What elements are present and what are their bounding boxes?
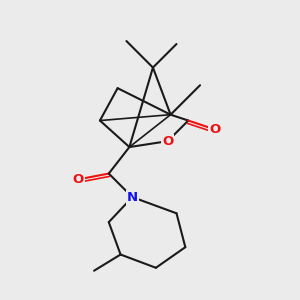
Text: O: O [72,173,83,186]
Text: O: O [209,123,220,136]
Text: O: O [162,135,173,148]
Text: N: N [127,190,138,204]
